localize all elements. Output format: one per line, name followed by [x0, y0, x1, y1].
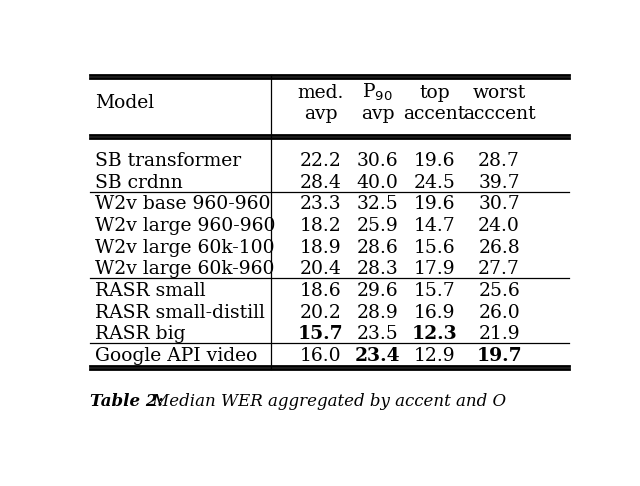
Text: RASR small-distill: RASR small-distill [95, 304, 265, 322]
Text: 23.5: 23.5 [356, 326, 399, 344]
Text: 29.6: 29.6 [356, 282, 399, 300]
Text: 19.6: 19.6 [414, 152, 456, 170]
Text: 24.5: 24.5 [413, 174, 456, 191]
Text: 14.7: 14.7 [414, 217, 456, 235]
Text: 25.6: 25.6 [478, 282, 520, 300]
Text: 24.0: 24.0 [478, 217, 520, 235]
Text: accent: accent [403, 104, 466, 122]
Text: 26.0: 26.0 [478, 304, 520, 322]
Text: 18.2: 18.2 [300, 217, 341, 235]
Text: avp: avp [304, 104, 337, 122]
Text: Model: Model [95, 94, 154, 112]
Text: 17.9: 17.9 [414, 260, 456, 278]
Text: 30.6: 30.6 [356, 152, 399, 170]
Text: 26.8: 26.8 [478, 239, 520, 257]
Text: Table 2:: Table 2: [90, 393, 164, 410]
Text: 28.7: 28.7 [478, 152, 520, 170]
Text: 40.0: 40.0 [356, 174, 399, 191]
Text: 18.6: 18.6 [300, 282, 341, 300]
Text: 39.7: 39.7 [478, 174, 520, 191]
Text: P$_{90}$: P$_{90}$ [362, 82, 393, 104]
Text: 27.7: 27.7 [478, 260, 520, 278]
Text: 20.2: 20.2 [300, 304, 342, 322]
Text: 25.9: 25.9 [356, 217, 399, 235]
Text: worst: worst [472, 84, 525, 102]
Text: 15.6: 15.6 [414, 239, 456, 257]
Text: 12.9: 12.9 [414, 347, 456, 365]
Text: 19.7: 19.7 [476, 347, 522, 365]
Text: SB crdnn: SB crdnn [95, 174, 182, 191]
Text: 16.9: 16.9 [414, 304, 456, 322]
Text: avp: avp [361, 104, 394, 122]
Text: 19.6: 19.6 [414, 195, 456, 213]
Text: top: top [419, 84, 450, 102]
Text: 16.0: 16.0 [300, 347, 341, 365]
Text: W2v base 960-960: W2v base 960-960 [95, 195, 270, 213]
Text: W2v large 60k-100: W2v large 60k-100 [95, 239, 275, 257]
Text: RASR small: RASR small [95, 282, 205, 300]
Text: RASR big: RASR big [95, 326, 186, 344]
Text: 12.3: 12.3 [412, 326, 458, 344]
Text: 15.7: 15.7 [298, 326, 344, 344]
Text: acccent: acccent [463, 104, 536, 122]
Text: Median WER aggregated by accent and O: Median WER aggregated by accent and O [147, 393, 506, 410]
Text: 21.9: 21.9 [478, 326, 520, 344]
Text: 28.4: 28.4 [300, 174, 342, 191]
Text: 20.4: 20.4 [300, 260, 342, 278]
Text: W2v large 60k-960: W2v large 60k-960 [95, 260, 275, 278]
Text: 28.6: 28.6 [356, 239, 399, 257]
Text: 28.9: 28.9 [356, 304, 399, 322]
Text: 15.7: 15.7 [414, 282, 456, 300]
Text: 28.3: 28.3 [356, 260, 399, 278]
Text: 30.7: 30.7 [478, 195, 520, 213]
Text: med.: med. [298, 84, 344, 102]
Text: SB transformer: SB transformer [95, 152, 241, 170]
Text: 22.2: 22.2 [300, 152, 342, 170]
Text: 18.9: 18.9 [300, 239, 341, 257]
Text: 32.5: 32.5 [356, 195, 399, 213]
Text: W2v large 960-960: W2v large 960-960 [95, 217, 275, 235]
Text: 23.3: 23.3 [300, 195, 341, 213]
Text: Google API video: Google API video [95, 347, 257, 365]
Text: 23.4: 23.4 [355, 347, 401, 365]
